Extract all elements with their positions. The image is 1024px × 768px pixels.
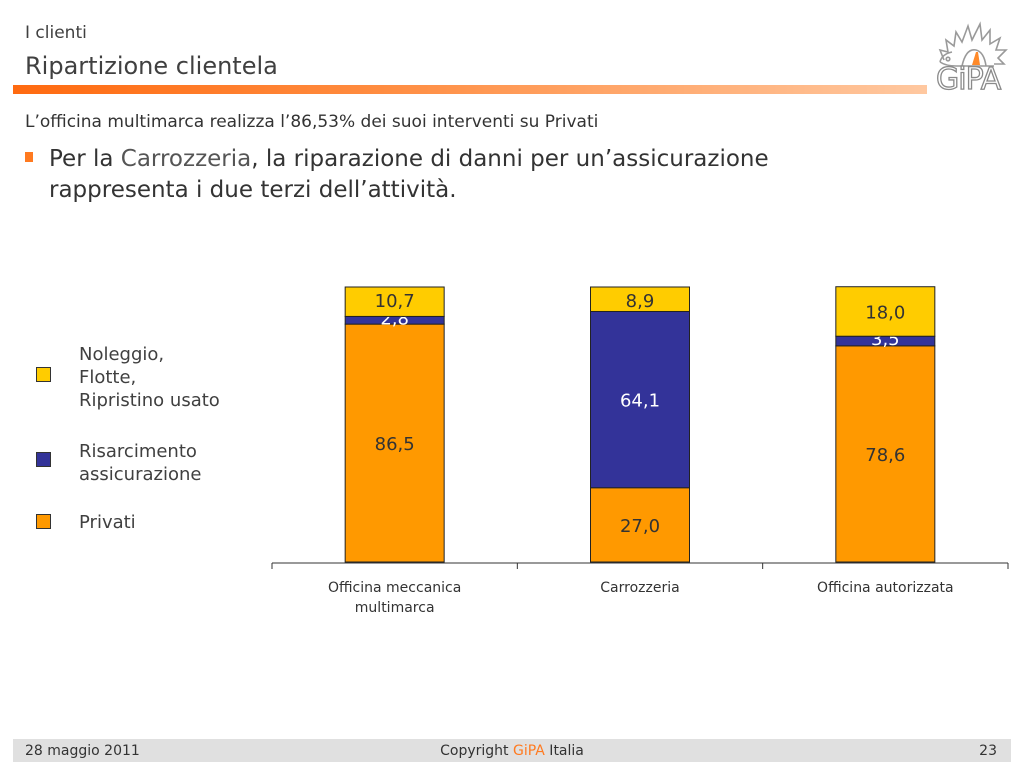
data-label: 78,6 (865, 445, 905, 466)
title-underline (13, 85, 927, 94)
slide-title: Ripartizione clientela (25, 52, 278, 80)
bar-segment (344, 286, 445, 317)
subtitle: L’officina multimarca realizza l’86,53% … (25, 112, 599, 132)
bar-segment (835, 286, 936, 337)
logo-text: GiPA (935, 61, 1002, 97)
copyright-suffix: Italia (544, 743, 584, 759)
legend-swatch-noleggio (36, 367, 51, 382)
legend-swatch-privati (36, 514, 51, 529)
footer-copyright: Copyright GiPA Italia (13, 743, 1011, 759)
legend-swatch-risarcimento (36, 452, 51, 467)
footer-date: 28 maggio 2011 (25, 743, 140, 759)
bar-segment (344, 323, 445, 563)
data-label: 10,7 (375, 291, 415, 312)
bullet-square-icon (25, 152, 33, 162)
bar-segment (590, 487, 690, 563)
legend-label-risarcimento: Risarcimento assicurazione (79, 441, 202, 485)
copyright-brand: GiPA (512, 743, 545, 759)
category-label: Carrozzeria (600, 580, 679, 596)
bar-segment (590, 286, 690, 312)
data-label: 18,0 (865, 302, 905, 323)
section-label: I clienti (25, 23, 87, 43)
bar-segment (590, 310, 690, 489)
page-number: 23 (979, 743, 997, 759)
bullet-highlight: Carrozzeria (120, 146, 252, 172)
data-label: 27,0 (620, 516, 660, 537)
gipa-logo: GiPA (932, 10, 1012, 98)
bar-segment (835, 345, 936, 563)
legend-label-privati: Privati (79, 512, 136, 533)
bullet-prefix: Per la (49, 146, 121, 172)
legend-label-noleggio: Noleggio, Flotte, Ripristino usato (79, 344, 220, 411)
copyright-prefix: Copyright (440, 743, 513, 759)
data-label: 86,5 (375, 434, 415, 455)
bullet-rest: , la riparazione di danni per un’assicur… (49, 146, 769, 203)
footer-bar: 28 maggio 2011 Copyright GiPA Italia 23 (13, 739, 1011, 762)
category-label: Officina meccanica multimarca (328, 580, 461, 616)
hedgehog-logo-icon (938, 21, 1008, 67)
data-label: 64,1 (620, 391, 660, 412)
data-label: 8,9 (626, 291, 655, 312)
category-label: Officina autorizzata (817, 580, 954, 596)
